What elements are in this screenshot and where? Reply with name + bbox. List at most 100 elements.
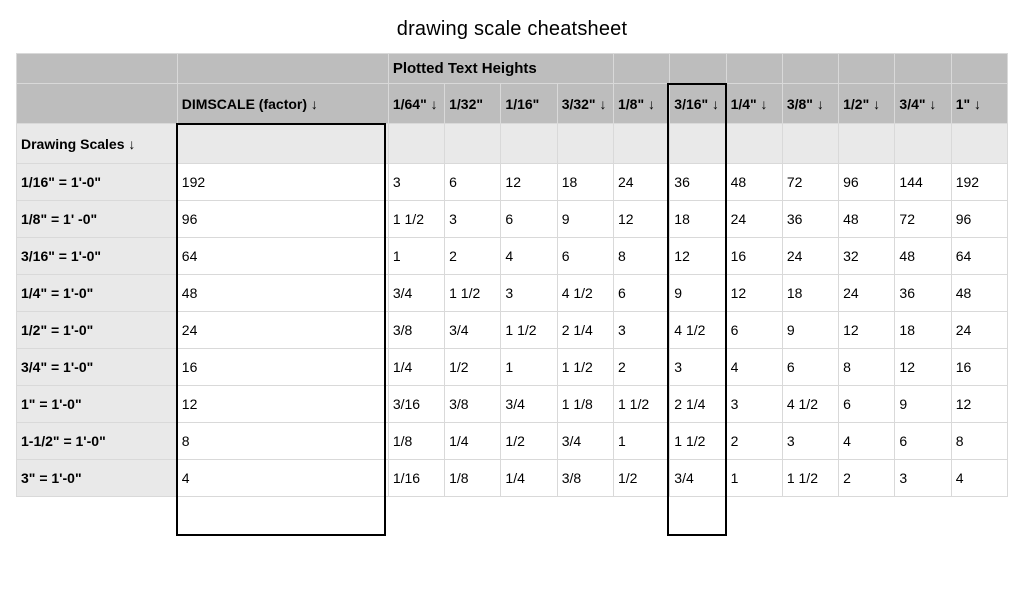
cell: 4 1/2 [670, 312, 726, 349]
row-label: 1/8" = 1' -0" [17, 201, 178, 238]
cell: 1 1/2 [557, 349, 613, 386]
cell: 6 [726, 312, 782, 349]
cell: 2 [726, 423, 782, 460]
cell: 12 [177, 386, 388, 423]
cell: 3/8 [557, 460, 613, 497]
col-1-64: 1/64" ↓ [388, 84, 444, 124]
cell: 4 1/2 [557, 275, 613, 312]
cell: 1 [501, 349, 557, 386]
cell: 8 [839, 349, 895, 386]
column-header-row: DIMSCALE (factor) ↓ 1/64" ↓ 1/32" 1/16" … [17, 84, 1008, 124]
cell: 3 [501, 275, 557, 312]
cell: 48 [839, 201, 895, 238]
cell: 1 [388, 238, 444, 275]
cell: 4 [951, 460, 1007, 497]
table-row: 1" = 1'-0" 12 3/16 3/8 3/4 1 1/8 1 1/2 2… [17, 386, 1008, 423]
cell: 6 [501, 201, 557, 238]
section-header-row: Plotted Text Heights [17, 54, 1008, 84]
cell: 16 [726, 238, 782, 275]
cell: 1 1/2 [670, 423, 726, 460]
col-1: 1" ↓ [951, 84, 1007, 124]
cell: 6 [895, 423, 951, 460]
cell: 3 [670, 349, 726, 386]
cell: 3 [895, 460, 951, 497]
cell: 32 [839, 238, 895, 275]
table-row: 1/2" = 1'-0" 24 3/8 3/4 1 1/2 2 1/4 3 4 … [17, 312, 1008, 349]
cell: 12 [670, 238, 726, 275]
row-label: 1" = 1'-0" [17, 386, 178, 423]
cell: 1 1/2 [445, 275, 501, 312]
col-1-32: 1/32" [445, 84, 501, 124]
table-row: 1/8" = 1' -0" 96 1 1/2 3 6 9 12 18 24 36… [17, 201, 1008, 238]
cell: 24 [726, 201, 782, 238]
cell: 12 [895, 349, 951, 386]
cell: 4 [177, 460, 388, 497]
cell: 1 [614, 423, 670, 460]
cell: 48 [951, 275, 1007, 312]
table-row: 3/16" = 1'-0" 64 1 2 4 6 8 12 16 24 32 4… [17, 238, 1008, 275]
table-row: 3" = 1'-0" 4 1/16 1/8 1/4 3/8 1/2 3/4 1 … [17, 460, 1008, 497]
cell: 3/8 [445, 386, 501, 423]
row-label: 3/4" = 1'-0" [17, 349, 178, 386]
cell: 2 1/4 [557, 312, 613, 349]
cell: 48 [726, 164, 782, 201]
cell: 3/4 [557, 423, 613, 460]
cell: 12 [839, 312, 895, 349]
cell: 8 [177, 423, 388, 460]
table-row: 3/4" = 1'-0" 16 1/4 1/2 1 1 1/2 2 3 4 6 … [17, 349, 1008, 386]
cell: 192 [951, 164, 1007, 201]
cell: 18 [782, 275, 838, 312]
cell: 24 [177, 312, 388, 349]
cell: 1/4 [388, 349, 444, 386]
col-3-8: 3/8" ↓ [782, 84, 838, 124]
cell: 36 [782, 201, 838, 238]
cell: 6 [782, 349, 838, 386]
cell: 1/8 [445, 460, 501, 497]
cell: 3 [614, 312, 670, 349]
table-row: 1/4" = 1'-0" 48 3/4 1 1/2 3 4 1/2 6 9 12… [17, 275, 1008, 312]
cell: 24 [951, 312, 1007, 349]
cell: 18 [557, 164, 613, 201]
plotted-text-heights-label: Plotted Text Heights [388, 54, 613, 84]
cell: 2 [445, 238, 501, 275]
cell: 9 [670, 275, 726, 312]
cell: 72 [782, 164, 838, 201]
cell: 1/2 [614, 460, 670, 497]
col-3-32: 3/32" ↓ [557, 84, 613, 124]
cell: 12 [951, 386, 1007, 423]
dimscale-header: DIMSCALE (factor) ↓ [177, 84, 388, 124]
cell: 1/4 [445, 423, 501, 460]
cell: 24 [839, 275, 895, 312]
row-label: 1/4" = 1'-0" [17, 275, 178, 312]
cell: 16 [177, 349, 388, 386]
cell: 144 [895, 164, 951, 201]
cell: 1/16 [388, 460, 444, 497]
cell: 9 [557, 201, 613, 238]
cell: 3 [445, 201, 501, 238]
cell: 4 [501, 238, 557, 275]
col-3-4: 3/4" ↓ [895, 84, 951, 124]
drawing-scales-label-row: Drawing Scales ↓ [17, 124, 1008, 164]
cell: 1/4 [501, 460, 557, 497]
cell: 64 [177, 238, 388, 275]
table-row: 1/16" = 1'-0" 192 3 6 12 18 24 36 48 72 … [17, 164, 1008, 201]
cell: 8 [951, 423, 1007, 460]
page-title: drawing scale cheatsheet [16, 18, 1008, 41]
cell: 1/2 [501, 423, 557, 460]
cell: 1/2 [445, 349, 501, 386]
cell: 3/16 [388, 386, 444, 423]
col-1-4: 1/4" ↓ [726, 84, 782, 124]
col-1-2: 1/2" ↓ [839, 84, 895, 124]
cell: 12 [726, 275, 782, 312]
cell: 1 1/2 [501, 312, 557, 349]
cell: 1 1/8 [557, 386, 613, 423]
row-label: 1/16" = 1'-0" [17, 164, 178, 201]
cell: 6 [614, 275, 670, 312]
cell: 2 [614, 349, 670, 386]
col-1-8: 1/8" ↓ [614, 84, 670, 124]
table-wrap: Plotted Text Heights DIMSCALE (factor) ↓… [16, 53, 1008, 497]
cell: 9 [782, 312, 838, 349]
cell: 1 1/2 [782, 460, 838, 497]
drawing-scales-label: Drawing Scales ↓ [17, 124, 178, 164]
cell: 48 [895, 238, 951, 275]
